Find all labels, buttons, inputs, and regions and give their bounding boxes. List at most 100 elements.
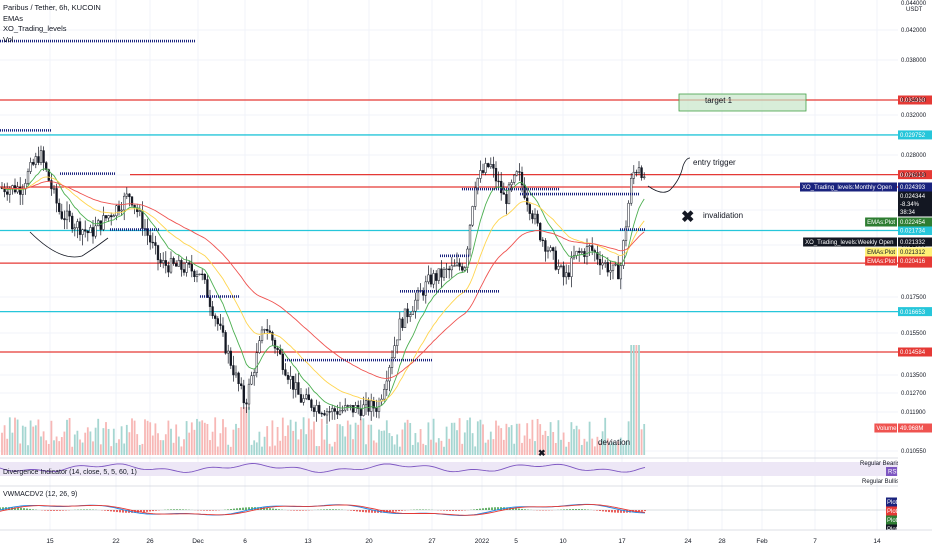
macd-hist-180	[179, 509, 181, 510]
volume-bar-129	[336, 423, 339, 455]
macd-hist-603	[602, 510, 604, 512]
macd-hist-57	[56, 510, 58, 511]
candle-88	[229, 347, 232, 369]
volume-bar-68	[177, 436, 180, 455]
candle-213	[554, 246, 557, 271]
candle-49	[128, 193, 131, 207]
volume-bar-143	[372, 440, 375, 455]
axis-level-text-6: 0.016653	[900, 310, 926, 316]
candle-29	[76, 218, 79, 239]
volume-bar-215	[560, 439, 562, 455]
target-box	[678, 93, 807, 112]
macd-hist-90	[89, 509, 91, 510]
volume-bar-0	[1, 432, 3, 455]
candle-110	[286, 372, 290, 385]
volume-bar-40	[105, 422, 107, 455]
macd-hist-375	[374, 510, 376, 513]
volume-bar-137	[357, 424, 360, 455]
macd-hist-24	[23, 508, 25, 510]
volume-bar-219	[570, 422, 573, 455]
macd-hist-150	[149, 510, 151, 512]
volume-bar-46	[120, 426, 123, 455]
macd-hist-21	[20, 507, 22, 510]
macd-hist-249	[248, 507, 250, 510]
axis-level-text-0: 0.033368	[900, 98, 926, 104]
candle-208	[541, 237, 544, 247]
candle-171	[445, 262, 448, 279]
macd-hist-564	[563, 509, 565, 510]
volume-bar-217	[565, 446, 568, 455]
candle-9	[24, 178, 27, 195]
volume-bar-165	[430, 439, 432, 455]
candle-59	[154, 235, 157, 255]
candle-135	[351, 405, 355, 418]
candle-153	[398, 312, 401, 341]
macd-hist-0	[0, 507, 1, 510]
value-tag-text-2: -8.34%	[900, 202, 920, 208]
macd-hist-3	[2, 507, 4, 510]
candle-159	[414, 292, 417, 319]
volume-bar-173	[450, 422, 453, 455]
volume-bar-206	[536, 418, 539, 455]
value-tag-text-6: 0.021312	[900, 250, 926, 256]
macd-hist-204	[203, 510, 205, 511]
candle-176	[458, 258, 461, 271]
volume-bar-235	[612, 442, 614, 455]
volume-bar-222	[578, 429, 581, 455]
candle-43	[112, 213, 115, 218]
macd-hist-453	[452, 510, 454, 511]
volume-bar-210	[547, 436, 549, 455]
candle-55	[143, 219, 147, 237]
candle-162	[422, 287, 425, 301]
volume-bar-160	[417, 442, 419, 455]
volume-bar-148	[385, 420, 388, 455]
macd-hist-117	[116, 510, 118, 513]
macd-hist-495	[494, 507, 496, 510]
candle-112	[292, 375, 295, 399]
candle-169	[440, 260, 443, 288]
curve-left	[29, 231, 109, 258]
candle-180	[468, 224, 472, 257]
volume-bar-117	[305, 434, 308, 455]
volume-bar-119	[310, 429, 313, 455]
volume-bar-128	[333, 441, 336, 455]
volume-bar-107	[279, 440, 282, 455]
candle-85	[221, 317, 225, 337]
candle-33	[86, 229, 89, 242]
volume-bar-16	[42, 431, 45, 455]
price-tick-0: 0.042000	[901, 28, 927, 34]
value-tag-2	[898, 199, 932, 209]
volume-bar-163	[424, 445, 427, 455]
volume-bar-159	[414, 433, 417, 455]
volume-bar-154	[401, 429, 404, 455]
volume-bar-212	[552, 431, 555, 455]
volume-bar-27	[71, 446, 74, 455]
macd-hist-399	[398, 510, 400, 512]
volume-bar-231	[601, 431, 604, 455]
volume-bar-1	[3, 425, 6, 455]
candle-93	[242, 379, 245, 409]
candle-192	[500, 172, 503, 201]
volume-bar-33	[86, 427, 89, 455]
macd-hist-390	[389, 510, 391, 513]
price-tick-11: 0.012700	[901, 391, 927, 397]
macd-hist-33	[32, 509, 34, 510]
candle-247	[643, 172, 646, 180]
rsi-tag-label: RSI	[888, 470, 898, 476]
volume-bar-32	[84, 432, 87, 455]
volume-bar-196	[510, 425, 513, 455]
macd-hist-645	[644, 510, 646, 512]
macd-tag-label-bg-3	[886, 524, 897, 534]
volume-bar-229	[596, 436, 599, 455]
macd-hist-570	[569, 509, 571, 510]
candle-173	[450, 257, 453, 278]
candle-183	[476, 177, 479, 195]
volume-bar-97	[253, 440, 256, 455]
volume-bar-121	[315, 446, 318, 455]
macd-hist-639	[638, 510, 640, 512]
volume-bar-241	[627, 421, 630, 455]
volume-bar-90	[235, 423, 237, 455]
candle-101	[263, 328, 266, 334]
candle-166	[432, 269, 435, 289]
